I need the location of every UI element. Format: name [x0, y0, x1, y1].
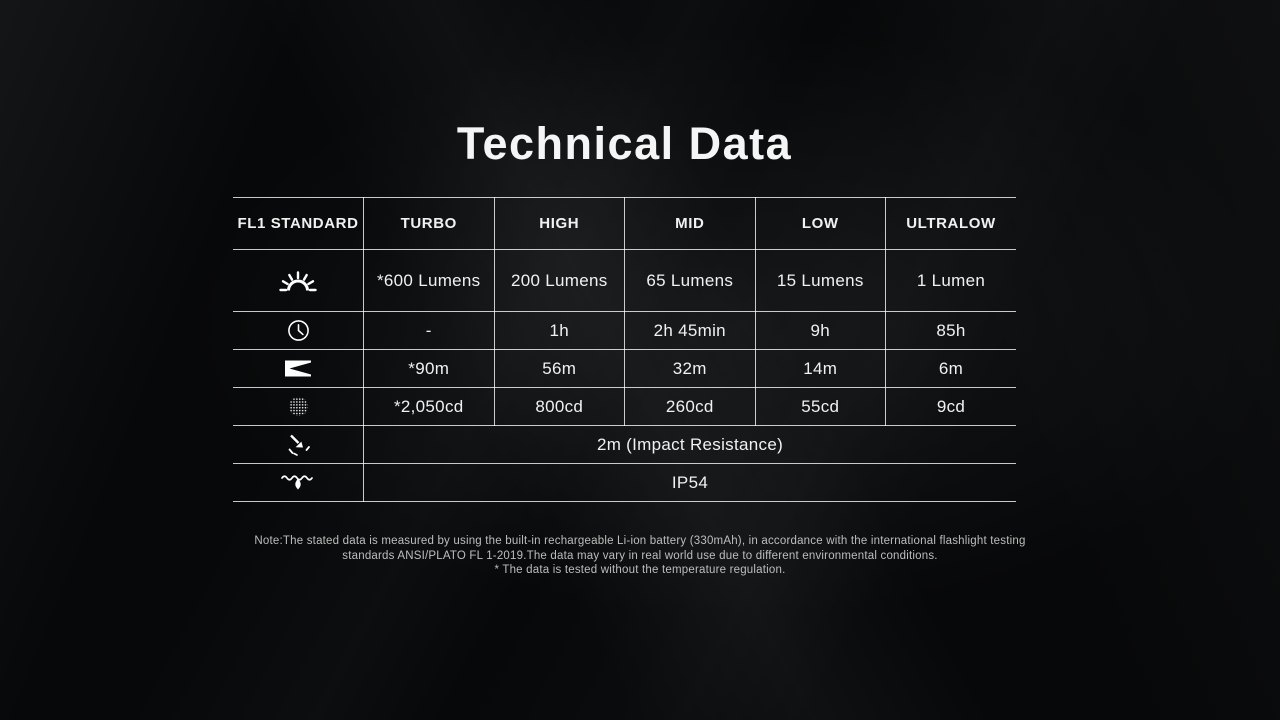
- page-title: Technical Data: [456, 118, 793, 169]
- beam-distance-icon: [233, 358, 363, 379]
- spec-table-container: FL1 STANDARD TURBO HIGH MID LOW ULTRALOW: [233, 197, 1016, 502]
- lumens-mid: 65 Lumens: [624, 249, 756, 312]
- ip-rating-icon-cell: [233, 463, 364, 502]
- intensity-turbo: *2,050cd: [363, 387, 495, 426]
- table-row-ip-rating: IP54: [233, 463, 1016, 502]
- header-low: LOW: [754, 197, 886, 250]
- impact-resistance-value: 2m (Impact Resistance): [363, 425, 1016, 464]
- peak-beam-intensity-icon: [233, 395, 363, 418]
- header-mid: MID: [624, 197, 756, 250]
- runtime-low: 9h: [754, 311, 886, 350]
- runtime-mid: 2h 45min: [624, 311, 756, 350]
- runtime-icon-cell: [233, 311, 364, 350]
- distance-low: 14m: [754, 349, 886, 388]
- table-header-row: FL1 STANDARD TURBO HIGH MID LOW ULTRALOW: [233, 197, 1016, 250]
- table-row-lumens: *600 Lumens 200 Lumens 65 Lumens 15 Lume…: [233, 249, 1016, 312]
- runtime-turbo: -: [363, 311, 495, 350]
- lumens-icon-cell: [233, 249, 364, 312]
- header-turbo: TURBO: [363, 197, 495, 250]
- runtime-high: 1h: [493, 311, 625, 350]
- distance-turbo: *90m: [363, 349, 495, 388]
- table-row-beam-intensity: *2,050cd 800cd 260cd 55cd 9cd: [233, 387, 1016, 426]
- technical-data-table: FL1 STANDARD TURBO HIGH MID LOW ULTRALOW: [233, 197, 1016, 502]
- footnote-line-3: * The data is tested without the tempera…: [494, 564, 786, 576]
- lumens-turbo: *600 Lumens: [363, 249, 495, 312]
- footnote-line-2: standards ANSI/PLATO FL 1-2019.The data …: [342, 549, 938, 562]
- runtime-ultralow: 85h: [885, 311, 1016, 350]
- beam-intensity-icon-cell: [233, 387, 364, 426]
- impact-resistance-icon: [233, 432, 363, 457]
- distance-ultralow: 6m: [885, 349, 1016, 388]
- footnote: Note:The stated data is measured by usin…: [0, 534, 1280, 578]
- luminosity-sunburst-icon: [233, 267, 363, 294]
- ingress-protection-icon: [233, 472, 363, 494]
- footnote-line-1: Note:The stated data is measured by usin…: [254, 535, 1026, 547]
- intensity-low: 55cd: [754, 387, 886, 426]
- header-ultralow: ULTRALOW: [885, 197, 1016, 250]
- distance-mid: 32m: [624, 349, 756, 388]
- header-high: HIGH: [493, 197, 625, 250]
- table-row-beam-distance: *90m 56m 32m 14m 6m: [233, 349, 1016, 388]
- header-fl1-standard: FL1 STANDARD: [233, 197, 364, 250]
- lumens-low: 15 Lumens: [754, 249, 886, 312]
- runtime-clock-icon: [233, 318, 363, 343]
- lumens-ultralow: 1 Lumen: [885, 249, 1016, 312]
- ip-rating-value: IP54: [363, 463, 1016, 502]
- table-row-runtime: - 1h 2h 45min 9h 85h: [233, 311, 1016, 350]
- intensity-mid: 260cd: [624, 387, 756, 426]
- impact-resistance-icon-cell: [233, 425, 364, 464]
- lumens-high: 200 Lumens: [493, 249, 625, 312]
- intensity-ultralow: 9cd: [885, 387, 1016, 426]
- beam-distance-icon-cell: [233, 349, 364, 388]
- intensity-high: 800cd: [493, 387, 625, 426]
- table-row-impact-resistance: 2m (Impact Resistance): [233, 425, 1016, 464]
- distance-high: 56m: [493, 349, 625, 388]
